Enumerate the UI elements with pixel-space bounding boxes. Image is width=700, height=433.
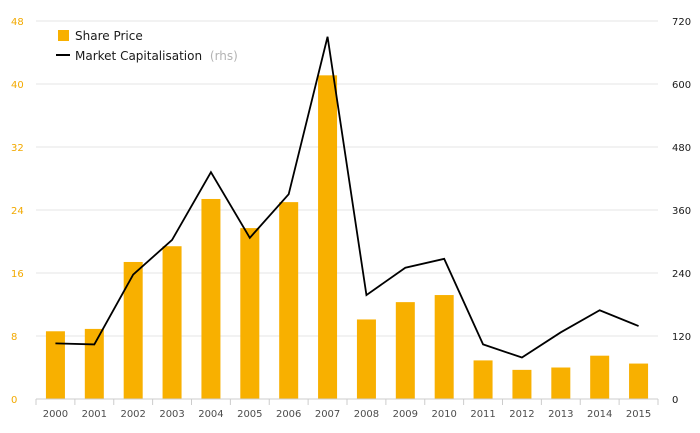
y-right-tick-label: 0 — [672, 395, 678, 406]
x-tick-label: 2013 — [548, 409, 573, 420]
y-right-tick-label: 360 — [672, 206, 691, 217]
y-right-tick-label: 480 — [672, 143, 691, 154]
y-left-tick-label: 16 — [11, 269, 24, 280]
share-price-bar — [395, 302, 415, 399]
legend-label-share-price: Share Price — [75, 29, 143, 43]
market-cap-line — [55, 36, 639, 359]
share-price-bar — [629, 363, 649, 399]
share-price-bar — [551, 367, 571, 399]
y-left-tick-label: 32 — [11, 143, 24, 154]
share-price-bars — [45, 75, 649, 400]
legend-label-market-cap-suffix: (rhs) — [210, 49, 238, 63]
legend-label-market-cap: Market Capitalisation — [75, 49, 202, 63]
y-right-tick-label: 240 — [672, 269, 691, 280]
x-tick-label: 2008 — [354, 409, 379, 420]
share-price-bar — [45, 331, 65, 399]
y-right-tick-label: 720 — [672, 17, 691, 28]
share-price-bar — [512, 369, 532, 399]
y-left-tick-label: 8 — [11, 332, 17, 343]
share-price-bar — [590, 355, 610, 399]
y-left-tick-label: 24 — [11, 206, 24, 217]
y-right-tick-label: 600 — [672, 80, 691, 91]
share-price-bar — [318, 75, 338, 400]
share-price-bar — [123, 261, 143, 399]
share-price-bar — [356, 319, 376, 399]
legend-label-market-cap-group: Market Capitalisation (rhs) — [75, 49, 238, 63]
x-tick-label: 2010 — [431, 409, 456, 420]
x-tick-label: 2004 — [198, 409, 223, 420]
x-tick-label: 2002 — [120, 409, 145, 420]
x-tick-label: 2005 — [237, 409, 262, 420]
x-tick-label: 2001 — [82, 409, 107, 420]
share-price-bar — [434, 295, 454, 399]
share-price-bar — [201, 198, 221, 399]
legend: Share Price Market Capitalisation (rhs) — [56, 29, 238, 63]
legend-swatch-share-price — [58, 30, 69, 41]
x-tick-label: 2000 — [43, 409, 68, 420]
x-tick-label: 2011 — [470, 409, 495, 420]
market-cap-line-layer — [55, 36, 639, 359]
x-tick-label: 2009 — [393, 409, 418, 420]
share-price-bar — [84, 328, 104, 399]
x-tick-label: 2003 — [159, 409, 184, 420]
y-left-tick-label: 48 — [11, 17, 24, 28]
x-tick-label: 2007 — [315, 409, 340, 420]
share-price-bar — [473, 360, 493, 399]
x-tick-label: 2006 — [276, 409, 301, 420]
y-left-tick-label: 40 — [11, 80, 24, 91]
y-right-tick-label: 120 — [672, 332, 691, 343]
share-price-bar — [240, 228, 260, 399]
y-left-tick-label: 0 — [11, 395, 17, 406]
x-tick-label: 2012 — [509, 409, 534, 420]
share-price-bar — [162, 246, 182, 399]
share-price-bar — [279, 202, 299, 399]
x-tick-label: 2015 — [626, 409, 651, 420]
x-tick-label: 2014 — [587, 409, 612, 420]
